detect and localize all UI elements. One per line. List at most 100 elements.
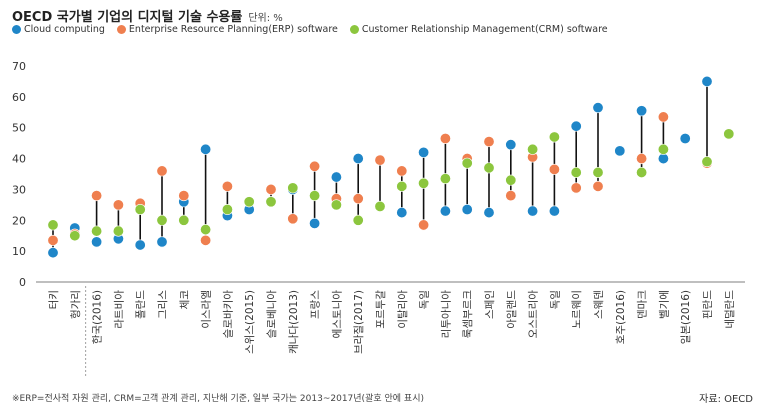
y-tick-label: 60 xyxy=(12,91,26,104)
legend-label-erp: Enterprise Resource Planning(ERP) softwa… xyxy=(128,24,338,35)
point-erp xyxy=(265,183,277,195)
legend-marker-erp xyxy=(116,25,126,34)
point-crm xyxy=(701,156,713,168)
point-erp xyxy=(178,190,190,202)
x-tick-label: 캐나다(2013) xyxy=(288,290,300,354)
x-tick-label: 에스토니아 xyxy=(331,290,343,339)
point-crm xyxy=(47,219,59,231)
point-crm xyxy=(221,203,233,215)
point-crm xyxy=(418,177,430,189)
point-erp xyxy=(374,154,386,166)
x-tick-label: 슬로바키아 xyxy=(222,290,234,339)
legend-item-erp: Enterprise Resource Planning(ERP) softwa… xyxy=(116,24,338,35)
x-tick-label: 덴마크 xyxy=(637,290,649,319)
point-cloud xyxy=(309,217,321,229)
point-cloud xyxy=(505,139,517,151)
point-erp xyxy=(352,193,364,205)
point-crm xyxy=(461,157,473,169)
x-tick-label: 독일 xyxy=(548,290,561,309)
legend-marker-crm xyxy=(349,25,359,34)
point-cloud xyxy=(352,153,364,165)
y-tick-label: 50 xyxy=(12,122,26,135)
point-crm xyxy=(483,162,495,174)
source-note: 자료: OECD xyxy=(699,394,753,405)
legend-label-crm: Customer Relationship Management(CRM) so… xyxy=(361,24,608,35)
point-crm xyxy=(69,230,81,242)
x-tick-label: 아일랜드 xyxy=(505,290,518,329)
x-tick-label: 터키 xyxy=(48,290,60,309)
point-crm xyxy=(243,196,255,208)
x-tick-label: 벨기에 xyxy=(658,290,670,319)
point-crm xyxy=(636,166,648,178)
x-tick-label: 리투아니아 xyxy=(440,290,452,339)
point-erp xyxy=(396,165,408,177)
point-cloud xyxy=(439,205,451,217)
point-crm xyxy=(396,180,408,192)
x-tick-label: 슬로베니아 xyxy=(266,290,278,339)
point-cloud xyxy=(483,207,495,219)
point-erp xyxy=(657,111,669,123)
x-tick-label: 일본(2016) xyxy=(679,290,692,344)
x-tick-label: 스웨덴 xyxy=(593,290,605,319)
point-crm xyxy=(309,190,321,202)
point-crm xyxy=(548,131,560,143)
point-erp xyxy=(309,160,321,172)
point-erp xyxy=(548,163,560,175)
x-tick-label: 노르웨이 xyxy=(571,290,583,329)
point-cloud xyxy=(636,105,648,117)
y-tick-label: 40 xyxy=(12,153,26,166)
point-cloud xyxy=(396,207,408,219)
point-erp xyxy=(221,180,233,192)
y-tick-label: 70 xyxy=(12,60,26,73)
point-erp xyxy=(418,219,430,231)
point-erp xyxy=(439,133,451,145)
point-cloud xyxy=(527,205,539,217)
x-tick-label: 스위스(2015) xyxy=(243,290,256,354)
x-tick-label: 체코 xyxy=(179,290,191,310)
point-cloud xyxy=(614,145,626,157)
legend-marker-cloud xyxy=(12,25,21,34)
point-erp xyxy=(483,136,495,148)
point-crm xyxy=(527,143,539,155)
x-tick-label: 스페인 xyxy=(484,290,496,319)
y-tick-label: 10 xyxy=(12,245,26,258)
unit-label: 단위: % xyxy=(248,13,283,24)
point-crm xyxy=(352,214,364,226)
chart-title: OECD 국가별 기업의 디지털 기술 수용률 단위: % xyxy=(12,6,283,25)
x-tick-label: 폴란드 xyxy=(135,290,147,319)
point-crm xyxy=(178,214,190,226)
point-cloud xyxy=(47,247,59,259)
point-crm xyxy=(200,224,212,236)
legend-item-cloud: Cloud computing xyxy=(12,24,105,35)
point-crm xyxy=(330,199,342,211)
x-tick-label: 독일 xyxy=(418,290,431,309)
point-crm xyxy=(592,166,604,178)
legend-item-crm: Customer Relationship Management(CRM) so… xyxy=(349,24,608,35)
point-erp xyxy=(287,213,299,225)
point-crm xyxy=(265,196,277,208)
point-crm xyxy=(570,166,582,178)
point-erp xyxy=(200,234,212,246)
point-cloud xyxy=(679,133,691,145)
point-erp xyxy=(570,182,582,194)
x-tick-label: 그리스 xyxy=(157,290,169,319)
y-tick-label: 20 xyxy=(12,214,26,227)
x-tick-label: 룩셈부르크 xyxy=(462,290,474,339)
point-cloud xyxy=(91,236,103,248)
x-tick-label: 이스라엘 xyxy=(200,290,213,329)
point-crm xyxy=(505,174,517,186)
point-erp xyxy=(47,234,59,246)
point-cloud xyxy=(156,236,168,248)
point-erp xyxy=(636,153,648,165)
point-erp xyxy=(112,199,124,211)
y-tick-label: 30 xyxy=(12,183,26,196)
point-erp xyxy=(91,190,103,202)
x-tick-label: 네덜란드 xyxy=(724,290,736,329)
title-text: OECD 국가별 기업의 디지털 기술 수용률 xyxy=(12,10,243,25)
y-tick-label: 0 xyxy=(19,276,26,289)
legend: Cloud computing Enterprise Resource Plan… xyxy=(12,24,608,35)
x-tick-label: 헝가리 xyxy=(70,290,82,319)
point-erp xyxy=(505,190,517,202)
point-crm xyxy=(156,214,168,226)
x-tick-label: 포르투갈 xyxy=(374,290,387,329)
